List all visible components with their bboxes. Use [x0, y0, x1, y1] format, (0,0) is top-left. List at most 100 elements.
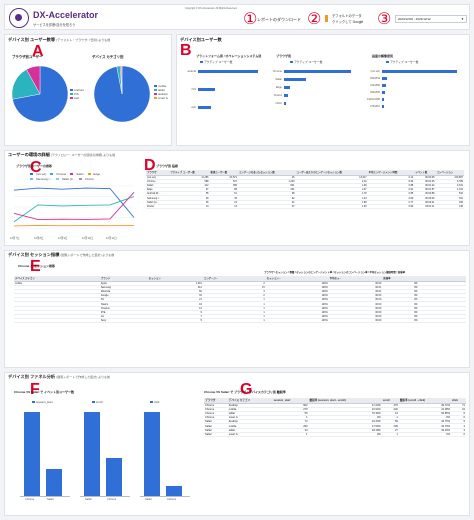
- table-cell: 0.12: [367, 175, 415, 180]
- table-cell: mobile: [227, 407, 273, 412]
- column-header[interactable]: コンバージョン: [435, 170, 464, 176]
- pie-slice-web[interactable]: [26, 65, 41, 95]
- column-header[interactable]: [418, 276, 427, 282]
- series-line-1[interactable]: [13, 196, 135, 223]
- table-row[interactable]: Chrome tablet 55 76.36% 13 53.85% 6: [204, 411, 466, 417]
- column-header[interactable]: ブラウザ: [204, 398, 228, 404]
- column-header[interactable]: 離脱率 (scroll - click): [398, 398, 452, 404]
- bar[interactable]: [198, 88, 216, 91]
- column-header[interactable]: scroll: [381, 398, 399, 404]
- funnel-bar[interactable]: [166, 486, 182, 496]
- bar[interactable]: [284, 70, 352, 73]
- table-row[interactable]: Safari tablet 33 18.18% 27 33.33% 3: [204, 428, 466, 433]
- table-row[interactable]: Safari (in... 26 24 41 1.58 0.77 00:00:41 205: [146, 200, 464, 205]
- table-row[interactable]: Chrome desktop 902 47.23% 476 39.72% 71: [204, 403, 466, 408]
- table-row[interactable]: Firefox 14 13 27 1.93 0.90 00:01:11 130: [146, 204, 464, 210]
- table-cell: Safari: [146, 183, 170, 189]
- bar[interactable]: [382, 77, 388, 80]
- table-row[interactable]: Google 33 2 100% 00:00 0%: [14, 293, 466, 299]
- column-header[interactable]: session_start: [272, 398, 309, 404]
- column-header[interactable]: デバイス カテゴリ: [227, 398, 273, 404]
- column-header[interactable]: アクティブ ユーザー数: [169, 170, 210, 176]
- table-cell: 35: [209, 195, 238, 201]
- bar[interactable]: [382, 70, 458, 73]
- column-header[interactable]: [434, 276, 443, 282]
- data-source-label[interactable]: デフォルトのデータ: [332, 14, 362, 18]
- column-header[interactable]: 平均セッ...: [328, 276, 383, 282]
- column-header[interactable]: イベント数: [414, 170, 436, 176]
- pie-slice-android[interactable]: [12, 65, 69, 123]
- bar[interactable]: [382, 98, 385, 101]
- table-row[interactable]: Chrome 588 547 1,234 2.10 0.92 00:01:45 6,789: [146, 179, 464, 184]
- column-header[interactable]: [442, 276, 451, 282]
- funnel-bar[interactable]: [24, 412, 40, 496]
- pie-slice-smart-tv[interactable]: [121, 65, 123, 95]
- bar[interactable]: [284, 86, 290, 89]
- column-header[interactable]: ユーザーあたりのエンゲージセッション数: [295, 170, 368, 176]
- bar[interactable]: [382, 105, 384, 108]
- table-cell: 0%: [382, 293, 419, 299]
- column-header[interactable]: 平均エンゲージメント時間: [367, 170, 415, 176]
- bar[interactable]: [198, 106, 211, 109]
- table-cell: 3: [451, 428, 466, 433]
- column-header[interactable]: ブラウザ: [146, 170, 170, 176]
- table-row[interactable]: Oneplus 12 1 100% 00:00 0%: [14, 306, 466, 311]
- table-row[interactable]: Safari 412 389 821 1.99 0.88 00:01:22 4,512: [146, 183, 464, 189]
- funnel-bar[interactable]: [106, 458, 122, 496]
- dropoff-table: ブラウザ デバイス カテゴリ session_start 離脱率 (session_s…: [204, 398, 466, 438]
- table-row[interactable]: Chrome mobile 279 16.94% 232 41.38% 24: [204, 407, 466, 412]
- table-row[interactable]: Sony 5 1 100% 00:00 0%: [14, 318, 466, 324]
- funnel-bar[interactable]: [46, 469, 62, 496]
- column-header[interactable]: click: [451, 398, 466, 404]
- table-cell: 1: [381, 432, 399, 438]
- report-download-link[interactable]: レポートのダウンロード: [257, 17, 301, 22]
- table-row[interactable]: Motorola 50 3 100% 00:01 0%: [14, 289, 466, 295]
- table-row[interactable]: Android W... 55 51 98 1.78 0.85 00:00:58 510: [146, 191, 464, 197]
- bar[interactable]: [382, 91, 386, 94]
- table-row[interactable]: (not set) 11,296 64,571 15 13,617 0.12 00:00:0…: [146, 175, 464, 180]
- table-row[interactable]: Safari mobile 290 17.59% 239 33.75% 4: [204, 423, 466, 429]
- bar[interactable]: [198, 70, 258, 73]
- table-row[interactable]: FS 21 1 100% 00:00 0%: [14, 297, 466, 303]
- table-row[interactable]: Edge 97 88 201 2.07 0.91 00:01:57 1,102: [146, 187, 464, 193]
- column-header[interactable]: 離脱率 (session_start - scroll): [308, 398, 382, 404]
- column-header[interactable]: デバイス カテゴリ: [14, 276, 100, 282]
- table-row[interactable]: Chrome smart tv 1 0% 1 0% 0: [204, 415, 466, 421]
- date-range-picker[interactable]: 2023/12/06 - 2023/12/12 ▼: [395, 15, 467, 23]
- funnel-legend-2: scroll: [92, 400, 103, 404]
- bar[interactable]: [382, 84, 386, 87]
- column-header[interactable]: 新規ユーザー数: [209, 170, 238, 176]
- device-bars-title: デバイス別ユーザー数: [180, 37, 222, 42]
- table-row[interactable]: Xiaomi 18 1 100% 00:00 0%: [14, 301, 466, 307]
- column-header[interactable]: エンゲージのあったセッション数: [237, 170, 296, 176]
- bar[interactable]: [284, 78, 306, 81]
- table-cell: 00:01: [328, 285, 383, 290]
- column-header[interactable]: セッション: [147, 276, 203, 282]
- funnel-bar[interactable]: [84, 412, 100, 496]
- series-line-2[interactable]: [13, 191, 135, 221]
- column-header[interactable]: セッション...: [265, 276, 329, 282]
- table-row[interactable]: mobile Apple 1,001 2 100% 00:00 0%: [14, 281, 466, 286]
- table-row[interactable]: ZTE 9 1 100% 00:00 0%: [14, 310, 466, 316]
- table-row[interactable]: Safari desktop 73 19.40% 59 34.70% 5: [204, 419, 466, 425]
- column-header[interactable]: ブランド: [99, 276, 148, 282]
- series-line-0[interactable]: [13, 187, 135, 218]
- table-cell: Samsung: [99, 285, 148, 290]
- pie2-legend-desktop: desktop: [154, 92, 168, 96]
- table-cell: 6,789: [435, 179, 464, 184]
- table-cell: [418, 285, 427, 290]
- table-row[interactable]: Samsung I... 38 35 62 1.63 0.80 00:00:49 331: [146, 195, 464, 201]
- table-row[interactable]: LG 7 1 100% 00:00 0%: [14, 314, 466, 320]
- table-row[interactable]: Safari smart tv 1 0% 1 0% 0: [204, 432, 466, 438]
- funnel-bar[interactable]: [144, 412, 160, 496]
- column-header[interactable]: [457, 276, 466, 282]
- column-header[interactable]: [426, 276, 435, 282]
- column-header[interactable]: 直帰率: [382, 276, 419, 282]
- bar[interactable]: [284, 94, 288, 97]
- table-row[interactable]: Samsung 212 15 100% 00:01 0%: [14, 285, 466, 290]
- bar[interactable]: [284, 102, 286, 105]
- column-header[interactable]: [450, 276, 458, 282]
- column-header[interactable]: エンゲージ...: [202, 276, 266, 282]
- table-cell: [426, 293, 435, 299]
- data-source-sub[interactable]: クリックして Google: [332, 20, 364, 24]
